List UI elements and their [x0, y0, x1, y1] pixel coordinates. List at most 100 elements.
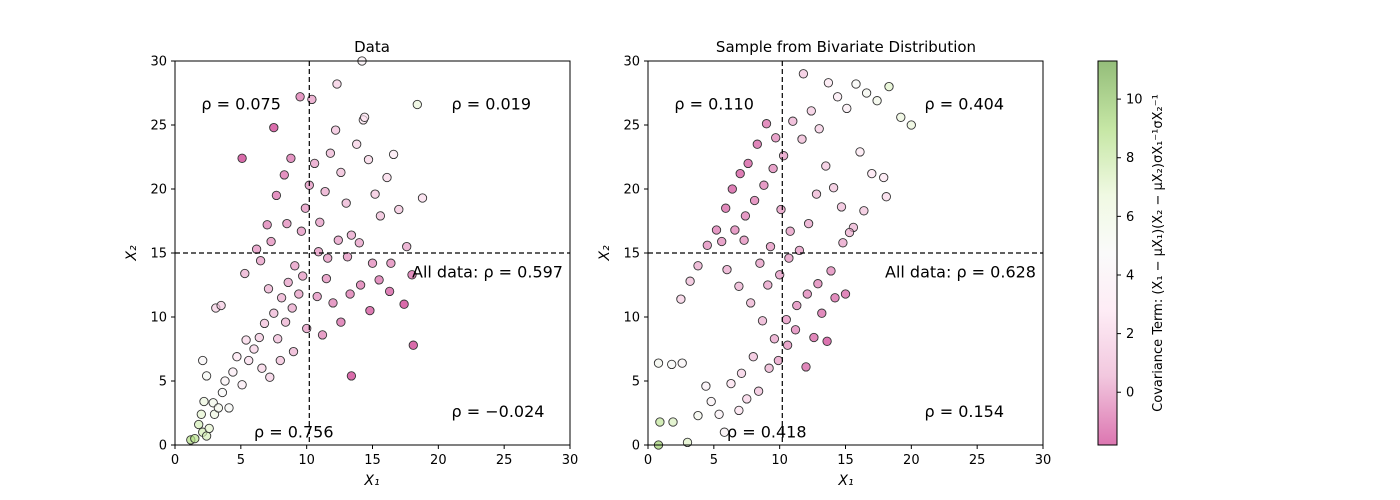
- colorbar: 0 2 4 6 8 10 Covariance Term: (X₁ − μX₁)(X₂ −…: [1097, 60, 1166, 446]
- data-point: [298, 271, 308, 281]
- data-point: [677, 358, 687, 368]
- colorbar-tick-label: 10: [1126, 93, 1143, 108]
- x-tick-label: 20: [430, 453, 447, 468]
- data-point: [333, 235, 343, 245]
- corr-upper-right: ρ = 0.019: [452, 95, 532, 114]
- data-point: [785, 226, 795, 236]
- data-point: [668, 417, 678, 427]
- data-point: [838, 238, 848, 248]
- data-point: [328, 298, 338, 308]
- data-point: [667, 359, 677, 370]
- data-point: [365, 305, 375, 316]
- y-axis-label: X₂: [597, 245, 613, 262]
- data-point: [275, 355, 285, 366]
- data-point: [354, 238, 364, 248]
- data-point: [802, 289, 812, 299]
- data-point: [788, 116, 798, 126]
- data-point: [879, 172, 889, 183]
- data-point: [721, 203, 731, 213]
- corr-upper-left: ρ = 0.075: [201, 95, 281, 114]
- data-point: [685, 276, 695, 286]
- data-point: [382, 172, 392, 183]
- data-point: [872, 96, 882, 106]
- data-point: [742, 394, 752, 404]
- colorbar-tick-label: 2: [1126, 327, 1134, 342]
- data-point: [394, 204, 404, 215]
- corr-all-data: All data: ρ = 0.628: [885, 262, 1036, 281]
- data-point: [682, 437, 693, 448]
- data-point: [266, 236, 276, 247]
- data-point: [757, 316, 768, 326]
- data-point: [279, 170, 289, 180]
- data-point: [734, 281, 744, 291]
- data-point: [199, 396, 209, 407]
- data-point: [201, 371, 212, 381]
- data-point: [217, 387, 228, 398]
- data-scatter-plot: Data 0 5 10 15 20 25 30 0 5 10 15 20 25 30 X₁ X₂ ρ =…: [124, 38, 578, 489]
- data-point: [190, 433, 200, 444]
- data-point: [336, 317, 346, 327]
- data-point: [309, 158, 320, 169]
- data-point: [388, 149, 399, 160]
- data-point: [748, 352, 758, 362]
- data-point: [374, 275, 384, 285]
- x-tick-label: 5: [237, 453, 245, 468]
- data-point: [330, 125, 341, 135]
- data-point: [355, 280, 366, 290]
- x-tick-label: 0: [171, 453, 179, 468]
- plot-title: Data: [354, 38, 390, 56]
- data-point: [817, 308, 827, 318]
- corr-upper-right: ρ = 0.404: [925, 95, 1005, 114]
- data-point: [345, 289, 355, 299]
- data-point: [237, 380, 247, 390]
- data-point: [809, 332, 819, 343]
- data-point: [296, 226, 307, 236]
- data-point: [276, 293, 287, 303]
- data-point: [196, 409, 206, 419]
- corr-lower-right: ρ = −0.024: [452, 402, 545, 421]
- data-point: [749, 195, 760, 206]
- data-point: [224, 403, 234, 413]
- data-point: [317, 330, 328, 340]
- data-point: [271, 190, 282, 201]
- y-tick-label: 5: [159, 375, 167, 390]
- data-point: [714, 409, 724, 419]
- data-point: [273, 334, 283, 344]
- data-point: [719, 427, 730, 437]
- data-point: [370, 189, 380, 199]
- data-point: [702, 240, 712, 250]
- data-point: [826, 266, 836, 276]
- y-tick-label: 15: [150, 247, 167, 262]
- corr-upper-left: ρ = 0.110: [674, 95, 754, 114]
- data-point: [784, 253, 794, 263]
- y-tick-label: 10: [150, 311, 167, 326]
- data-point: [813, 279, 823, 289]
- data-point: [232, 352, 242, 362]
- data-point: [761, 119, 772, 129]
- data-point: [412, 99, 422, 110]
- data-point: [363, 154, 374, 165]
- data-point: [735, 168, 745, 179]
- y-tick-label: 30: [623, 55, 640, 70]
- data-point: [726, 378, 736, 389]
- data-point: [717, 236, 727, 247]
- data-point: [803, 218, 814, 229]
- data-point: [315, 217, 325, 227]
- data-point: [764, 363, 774, 373]
- x-axis-ticks: 0 5 10 15 20 25 30: [644, 445, 1051, 468]
- data-point: [906, 120, 916, 130]
- data-point: [676, 294, 686, 304]
- data-point: [407, 270, 417, 280]
- data-point: [759, 180, 769, 190]
- data-point: [336, 167, 346, 178]
- x-tick-label: 25: [969, 453, 986, 468]
- data-point: [811, 189, 822, 199]
- data-point: [867, 168, 877, 179]
- data-point: [320, 186, 330, 197]
- sample-scatter-plot: Sample from Bivariate Distribution 0 5 10 1…: [597, 38, 1051, 489]
- corr-lower-left: ρ = 0.756: [254, 422, 334, 441]
- data-point: [823, 78, 834, 88]
- data-point: [204, 423, 214, 434]
- data-point: [730, 225, 740, 235]
